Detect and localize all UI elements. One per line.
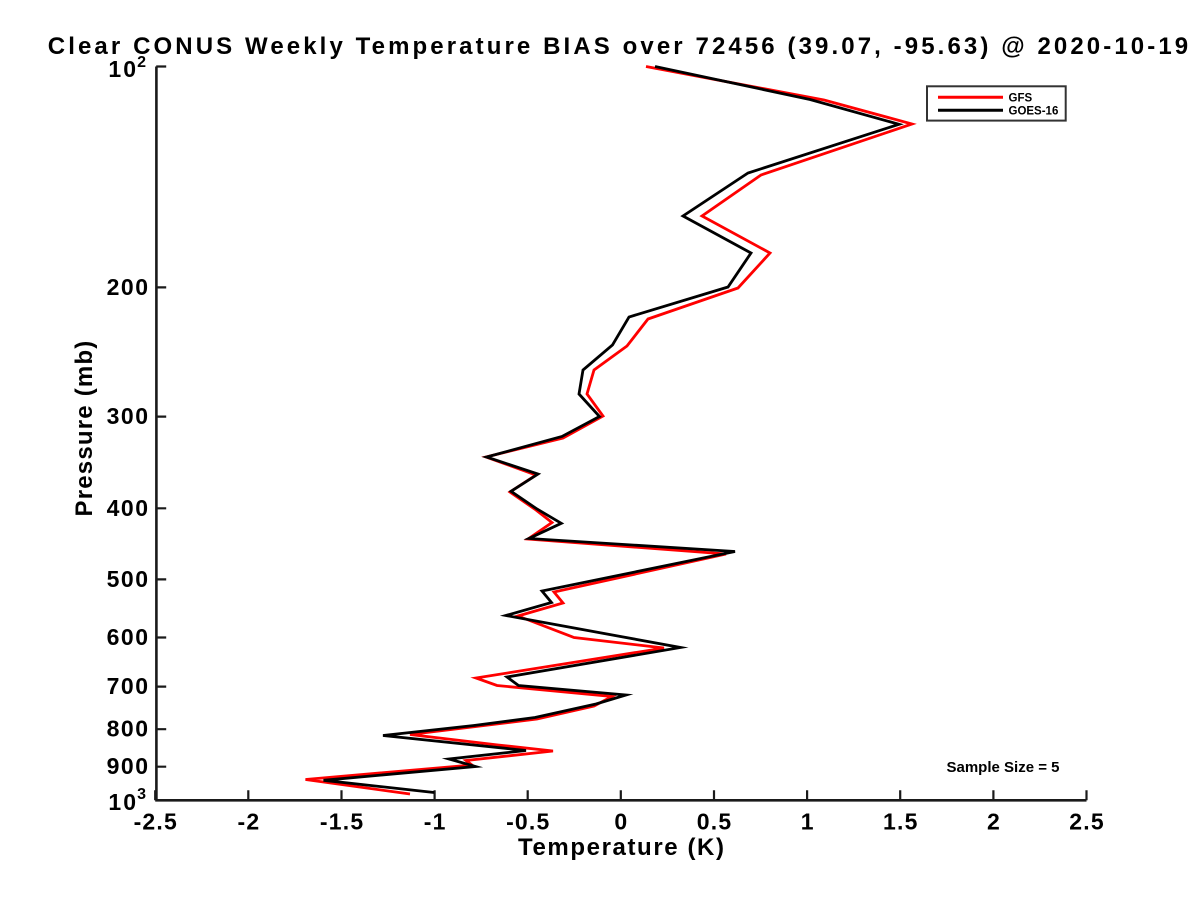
svg-text:Clear CONUS Weekly Temperature: Clear CONUS Weekly Temperature BIAS over…	[48, 33, 1191, 60]
svg-text:700: 700	[107, 673, 150, 699]
svg-text:1: 1	[801, 808, 815, 834]
svg-text:-1: -1	[424, 808, 447, 834]
svg-text:GOES-16: GOES-16	[1009, 106, 1059, 118]
svg-text:600: 600	[107, 624, 150, 650]
svg-text:10: 10	[108, 56, 138, 82]
svg-text:GFS: GFS	[1009, 93, 1033, 105]
svg-text:500: 500	[107, 566, 150, 592]
svg-text:-0.5: -0.5	[506, 808, 550, 834]
svg-text:800: 800	[107, 716, 150, 742]
svg-text:-2: -2	[237, 808, 260, 834]
svg-text:2.5: 2.5	[1069, 808, 1105, 834]
svg-text:0: 0	[614, 808, 628, 834]
svg-text:1.5: 1.5	[883, 808, 919, 834]
svg-text:400: 400	[107, 495, 150, 521]
svg-text:-1.5: -1.5	[320, 808, 364, 834]
svg-text:-2.5: -2.5	[134, 808, 178, 834]
svg-text:10: 10	[108, 789, 138, 815]
svg-text:2: 2	[987, 808, 1001, 834]
svg-text:2: 2	[137, 54, 146, 71]
svg-text:Temperature (K): Temperature (K)	[518, 834, 726, 861]
svg-text:Pressure (mb): Pressure (mb)	[71, 340, 98, 517]
svg-text:Sample Size = 5: Sample Size = 5	[947, 759, 1060, 776]
svg-text:900: 900	[107, 753, 150, 779]
svg-text:3: 3	[137, 786, 146, 803]
svg-text:0.5: 0.5	[697, 808, 733, 834]
svg-text:300: 300	[107, 403, 150, 429]
svg-text:200: 200	[107, 274, 150, 300]
